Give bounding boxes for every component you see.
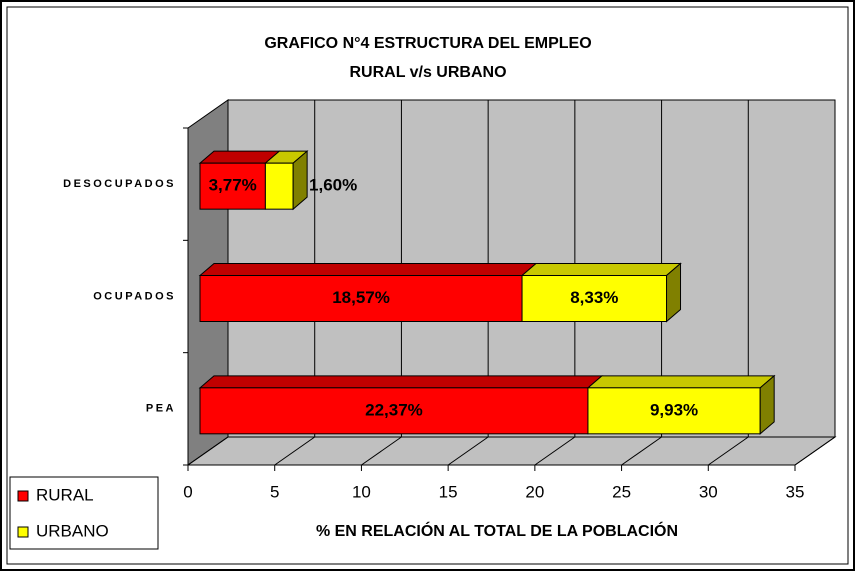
y-tick-label: OCUPADOS — [93, 290, 176, 302]
x-tick-label: 15 — [439, 482, 458, 501]
bar-top — [198, 375, 604, 389]
bar-top — [198, 263, 538, 276]
bar — [199, 387, 589, 435]
y-tick-label: DESOCUPADOS — [63, 178, 176, 190]
bar-side — [666, 262, 682, 323]
bar-top — [520, 263, 682, 276]
bar — [587, 387, 761, 435]
data-label: 18,57% — [332, 288, 390, 307]
floor-grid-line — [187, 436, 229, 466]
x-tick-label: 30 — [699, 482, 718, 501]
x-tick-label: 25 — [612, 482, 631, 501]
bar-top — [586, 375, 776, 389]
legend-swatch — [17, 490, 29, 502]
chart-title: GRAFICO N°4 ESTRUCTURA DEL EMPLEO — [264, 35, 591, 52]
x-tick-label: 10 — [352, 482, 371, 501]
legend-label: RURAL — [36, 485, 94, 504]
floor-grid-line — [794, 436, 836, 466]
floor-grid-line — [707, 436, 749, 466]
x-tick-label: 0 — [183, 482, 192, 501]
bar — [199, 162, 266, 210]
floor-grid-line — [274, 436, 316, 466]
bar — [521, 275, 668, 322]
legend-swatch — [17, 526, 29, 538]
bar-side — [759, 374, 775, 435]
floor — [186, 436, 837, 466]
floor-grid-line — [361, 436, 402, 466]
legend-box — [9, 476, 159, 550]
bar-side — [292, 150, 308, 211]
floor-grid-line — [534, 436, 576, 466]
legend-label: URBANO — [36, 521, 109, 540]
bar — [264, 162, 294, 210]
bar — [199, 275, 523, 322]
data-label: 3,77% — [209, 176, 257, 195]
data-label: 9,93% — [650, 400, 698, 419]
x-tick-label: 5 — [270, 482, 279, 501]
floor-grid-line — [621, 436, 662, 466]
x-tick-label: 20 — [525, 482, 544, 501]
x-axis-label: % EN RELACIÓN AL TOTAL DE LA POBLACIÓN — [316, 521, 678, 540]
data-label: 22,37% — [365, 400, 423, 419]
x-tick-label: 35 — [786, 482, 805, 501]
floor-grid-line — [447, 436, 489, 466]
chart-subtitle: RURAL v/s URBANO — [349, 64, 506, 81]
y-tick-label: PEA — [146, 403, 176, 415]
data-label: 1,60% — [309, 176, 357, 195]
data-label: 8,33% — [570, 288, 618, 307]
